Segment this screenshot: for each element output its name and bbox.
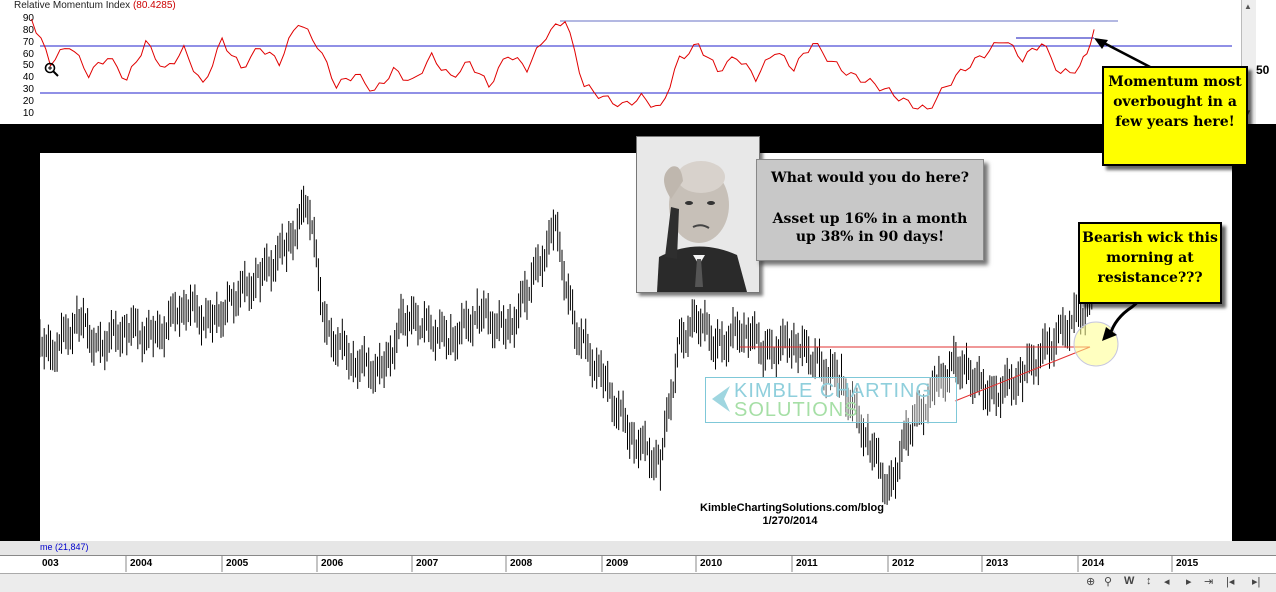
rmi-tick: 40 <box>22 72 34 83</box>
week-button[interactable]: W <box>1124 575 1135 587</box>
rmi-title-text: Relative Momentum Index <box>14 0 131 11</box>
zoom-icon[interactable] <box>44 62 60 78</box>
year-label: 2011 <box>796 558 818 569</box>
year-label: 2010 <box>700 558 723 569</box>
credit: KimbleChartingSolutions.com/blog 1/270/2… <box>700 502 884 528</box>
scroll-right-icon[interactable]: ▸ <box>1186 576 1192 588</box>
price-chart <box>40 185 1146 505</box>
rmi-series-line <box>31 18 1095 110</box>
bottom-nav-bar: ⊕ ⚲ W ↕ ◂ ▸ ⇥ |◂ ▸| <box>0 573 1276 592</box>
thinking-man-photo <box>636 136 760 293</box>
watermark-line1: KIMBLE CHARTING <box>734 380 932 402</box>
rmi-value: (80.4285) <box>132 0 176 11</box>
year-label: 2014 <box>1082 558 1105 569</box>
year-label: 2012 <box>892 558 915 569</box>
bearish-callout-text: Bearish wick this morning at resistance?… <box>1082 230 1218 286</box>
year-label: 2015 <box>1176 558 1199 569</box>
price-bars <box>40 185 1093 505</box>
date-axis-ticks <box>125 556 1173 572</box>
scroll-first-icon[interactable]: |◂ <box>1226 576 1235 588</box>
watermark-line2: SOLUTIONS <box>734 399 859 421</box>
pan-icon[interactable]: ↕ <box>1146 575 1152 587</box>
watermark-arrow-icon <box>712 386 730 412</box>
momentum-arrow <box>1094 38 1153 70</box>
rmi-tick: 60 <box>22 49 34 60</box>
rmi-tick: 50 <box>22 60 34 71</box>
rmi-title: Relative Momentum Index (80.4285) <box>14 0 176 11</box>
rmi-tick: 80 <box>22 25 34 36</box>
scroll-left-icon[interactable]: ◂ <box>1164 576 1170 588</box>
asset-text: Asset up 16% in a month up 38% in 90 day… <box>772 211 968 245</box>
date-axis: 003 2004 2005 2006 2007 2008 2009 2010 2… <box>0 555 1276 574</box>
thinking-man-icon <box>637 137 759 292</box>
question-box: What would you do here? Asset up 16% in … <box>756 159 984 261</box>
credit-site: KimbleChartingSolutions.com/blog <box>700 502 884 514</box>
bearish-callout: Bearish wick this morning at resistance?… <box>1078 222 1222 304</box>
scroll-up-icon[interactable]: ▲ <box>1244 2 1252 11</box>
bearish-arrowhead <box>1102 327 1117 341</box>
rmi-tick: 20 <box>22 96 34 107</box>
rmi-chart <box>31 18 1232 110</box>
zoom-in-icon[interactable]: ⊕ <box>1086 576 1096 588</box>
rmi-panel: Relative Momentum Index (80.4285) 90 80 … <box>0 0 1276 124</box>
volume-strip <box>0 541 1276 555</box>
scroll-end-icon[interactable]: ⇥ <box>1204 576 1214 588</box>
volume-label: me (21,847) <box>40 542 89 552</box>
year-label: 2007 <box>416 558 439 569</box>
watermark-logo: KIMBLE CHARTING SOLUTIONS <box>705 377 957 423</box>
rmi-tick: 70 <box>22 37 34 48</box>
rmi-right-label: 50 <box>1256 63 1270 77</box>
year-label: 2006 <box>321 558 344 569</box>
year-label: 2009 <box>606 558 629 569</box>
magnifier-icon[interactable]: ⚲ <box>1104 576 1113 588</box>
rmi-tick: 90 <box>22 13 34 24</box>
year-label: 003 <box>42 558 59 569</box>
trend-line <box>954 346 1091 402</box>
rmi-tick: 30 <box>22 84 34 95</box>
scroll-last-icon[interactable]: ▸| <box>1252 576 1261 588</box>
year-label: 2013 <box>986 558 1009 569</box>
year-label: 2005 <box>226 558 249 569</box>
rmi-tick: 10 <box>22 108 34 119</box>
momentum-callout: Momentum most overbought in a few years … <box>1102 66 1248 166</box>
year-label: 2008 <box>510 558 533 569</box>
year-label: 2004 <box>130 558 153 569</box>
momentum-callout-text: Momentum most overbought in a few years … <box>1108 74 1242 130</box>
credit-date: 1/270/2014 <box>762 515 818 527</box>
question-text: What would you do here? <box>771 170 969 186</box>
